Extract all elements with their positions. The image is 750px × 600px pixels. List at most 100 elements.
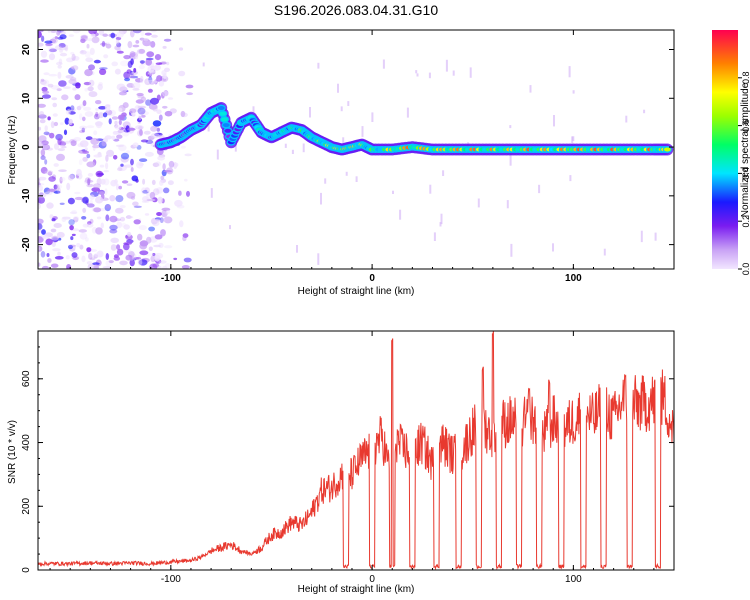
noise-point — [105, 214, 110, 222]
noise-point — [144, 151, 154, 157]
noise-point — [157, 196, 163, 204]
noise-point — [148, 103, 158, 110]
noise-point — [94, 265, 99, 269]
streak-point — [433, 232, 436, 241]
noise-point — [176, 204, 185, 209]
noise-point — [167, 97, 174, 100]
noise-point — [142, 178, 146, 185]
noise-point — [152, 65, 160, 71]
noise-point — [131, 70, 138, 75]
noise-point — [126, 183, 133, 186]
noise-point — [140, 96, 147, 102]
colorbar-tick-label: 0.4 — [741, 167, 750, 180]
noise-point — [72, 87, 77, 91]
snr-frame — [37, 330, 675, 571]
noise-point — [44, 159, 48, 165]
noise-point — [51, 36, 58, 44]
noise-point — [88, 91, 98, 98]
noise-point — [44, 40, 53, 44]
noise-point — [93, 183, 101, 189]
noise-point — [78, 159, 83, 166]
noise-point — [122, 102, 129, 109]
noise-point — [84, 69, 93, 77]
noise-point — [48, 47, 56, 53]
noise-point — [109, 195, 116, 202]
noise-point — [102, 266, 112, 269]
noise-point — [100, 222, 105, 229]
noise-point — [38, 42, 44, 47]
noise-point — [41, 140, 49, 146]
noise-point — [160, 229, 166, 237]
streak-point — [509, 125, 512, 129]
noise-point — [105, 162, 109, 170]
noise-point — [155, 62, 163, 65]
noise-point — [121, 222, 127, 228]
streak-point — [210, 188, 213, 198]
snr-ytick-label: 200 — [21, 497, 32, 514]
noise-point — [38, 103, 46, 108]
noise-point — [93, 130, 98, 136]
colorbar-label: Normalized spectral amplitude — [740, 82, 750, 217]
noise-point — [123, 243, 130, 251]
noise-point — [117, 114, 125, 121]
noise-point — [114, 124, 122, 130]
noise-point — [68, 244, 73, 250]
noise-point — [100, 42, 108, 46]
streak-point — [361, 126, 364, 137]
noise-point — [139, 250, 149, 256]
noise-point — [91, 36, 100, 44]
streak-point — [442, 170, 445, 176]
noise-point — [99, 164, 105, 168]
ridge-point — [219, 111, 227, 116]
noise-point — [99, 67, 108, 70]
noise-point — [61, 145, 67, 149]
noise-point — [138, 64, 145, 70]
noise-point — [38, 247, 41, 251]
noise-point — [72, 245, 76, 249]
noise-point — [151, 219, 161, 223]
noise-point — [90, 137, 100, 145]
noise-point — [139, 129, 143, 136]
noise-point — [85, 237, 89, 242]
noise-point — [56, 88, 62, 92]
noise-point — [151, 179, 156, 185]
noise-point — [158, 80, 165, 87]
noise-point — [84, 147, 88, 151]
noise-point — [107, 109, 117, 117]
streak-point — [603, 248, 606, 256]
noise-point — [154, 234, 163, 240]
noise-point — [173, 162, 179, 167]
streak-point — [469, 67, 472, 78]
noise-point — [127, 127, 136, 131]
noise-point — [116, 30, 124, 38]
noise-point — [186, 190, 190, 197]
snr-axes: -100 0 100 0 200 400 600 — [21, 330, 675, 585]
noise-point — [185, 84, 194, 89]
noise-point — [77, 143, 84, 148]
spectrogram-ytick-label: 10 — [21, 92, 32, 104]
noise-point — [159, 217, 164, 223]
noise-point — [106, 149, 115, 157]
noise-point — [66, 182, 71, 191]
noise-point — [141, 200, 150, 203]
noise-point — [118, 185, 122, 190]
noise-point — [84, 111, 94, 117]
noise-point — [86, 203, 95, 208]
noise-point — [55, 184, 60, 192]
noise-point — [114, 218, 122, 222]
noise-point — [120, 152, 130, 160]
noise-point — [101, 141, 107, 147]
streak-point — [506, 200, 509, 209]
streak-point — [439, 222, 442, 227]
noise-point — [60, 177, 66, 182]
noise-point — [54, 255, 64, 260]
streak-point — [428, 72, 431, 79]
spectrogram-ylabel: Frequency (Hz) — [7, 116, 18, 185]
noise-point — [101, 40, 106, 48]
noise-point — [115, 39, 120, 45]
noise-point — [157, 265, 162, 269]
noise-point — [104, 188, 108, 196]
noise-point — [146, 198, 156, 202]
noise-point — [132, 201, 139, 207]
